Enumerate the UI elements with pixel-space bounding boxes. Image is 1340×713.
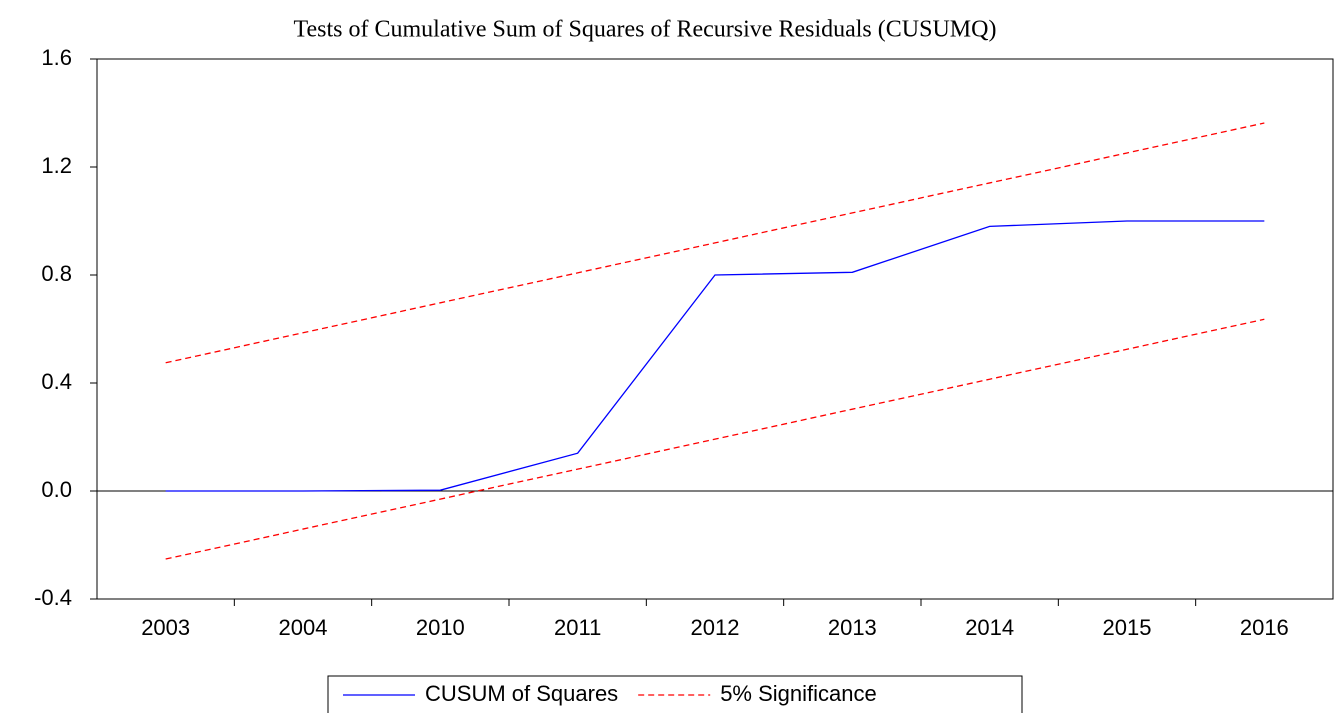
legend-label: CUSUM of Squares: [425, 681, 618, 706]
series-line: [165, 318, 1265, 560]
x-tick-label: 2003: [141, 615, 190, 640]
plot-frame: [96, 58, 1334, 600]
y-tick-label: -0.4: [34, 585, 72, 610]
y-tick-label: 0.0: [41, 477, 72, 502]
x-tick-label: 2010: [416, 615, 465, 640]
y-tick-label: 1.2: [41, 153, 72, 178]
y-tick-label: 0.8: [41, 261, 72, 286]
chart-title: Tests of Cumulative Sum of Squares of Re…: [294, 17, 997, 43]
y-tick-label: 1.6: [41, 45, 72, 70]
x-tick-label: 2012: [691, 615, 740, 640]
legend-box: [327, 675, 1023, 713]
legend-label: 5% Significance: [720, 681, 877, 706]
x-tick-label: 2013: [828, 615, 877, 640]
x-tick-label: 2014: [965, 615, 1014, 640]
x-tick-label: 2011: [554, 615, 601, 640]
x-tick-label: 2004: [279, 615, 328, 640]
x-tick-label: 2016: [1240, 615, 1289, 640]
series-line: [165, 220, 1265, 492]
y-tick-label: 0.4: [41, 369, 72, 394]
x-tick-label: 2015: [1103, 615, 1152, 640]
series-line: [165, 122, 1265, 364]
